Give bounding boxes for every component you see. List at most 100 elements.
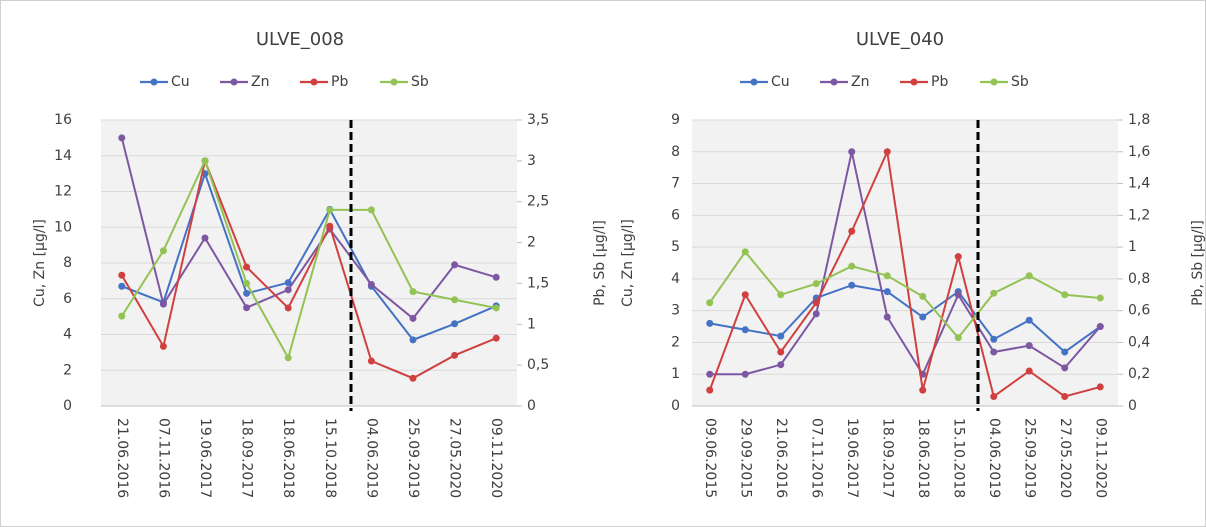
x-tick-label: 07.11.2016 xyxy=(808,418,824,498)
series-line xyxy=(709,151,1102,377)
legend-marker xyxy=(310,78,318,86)
point xyxy=(777,361,785,369)
y2-tick-label: 3,5 xyxy=(527,112,549,128)
y-tick-label: 14 xyxy=(54,148,72,164)
y2-axis-title: Pb, Sb [µg/l] xyxy=(592,220,608,306)
legend-label: Pb xyxy=(331,74,348,90)
y-tick-label: 4 xyxy=(671,271,680,287)
x-tick-label: 21.06.2016 xyxy=(114,418,130,498)
x-tick-label: 15.10.2018 xyxy=(950,418,966,498)
point xyxy=(492,334,500,342)
y-tick-label: 16 xyxy=(54,112,72,128)
point xyxy=(1096,294,1104,302)
point xyxy=(409,314,417,322)
legend-label: Cu xyxy=(171,74,190,90)
y2-tick-label: 0 xyxy=(527,398,536,414)
point xyxy=(159,247,167,255)
x-tick-label: 25.09.2019 xyxy=(1021,418,1037,498)
point xyxy=(201,157,209,165)
series-line xyxy=(120,137,497,320)
point xyxy=(990,348,998,356)
y2-tick-label: 0,2 xyxy=(1128,366,1150,382)
point xyxy=(367,206,375,214)
x-tick-label: 21.06.2016 xyxy=(773,418,789,498)
legend-label: Zn xyxy=(851,74,869,90)
x-tick-label: 27.05.2020 xyxy=(1057,418,1073,498)
point xyxy=(954,291,962,299)
point xyxy=(1096,323,1104,331)
y-axis-title: Cu, Zn [µg/l] xyxy=(32,219,48,307)
series-line xyxy=(121,170,497,342)
y2-tick-label: 1,4 xyxy=(1128,176,1150,192)
legend-marker xyxy=(150,78,158,86)
legend-marker xyxy=(230,78,238,86)
point xyxy=(1025,272,1033,280)
point xyxy=(883,288,891,296)
y-axis-title: Cu, Zn [µg/l] xyxy=(620,219,636,307)
chart-title: ULVE_008 xyxy=(256,29,344,50)
y2-axis-title: Pb, Sb [µg/l] xyxy=(1190,220,1206,306)
point xyxy=(919,313,927,321)
point xyxy=(367,357,375,365)
y-tick-label: 6 xyxy=(671,207,680,223)
point xyxy=(812,280,820,288)
legend-label: Sb xyxy=(411,74,429,90)
point xyxy=(1061,291,1069,299)
x-tick-label: 29.09.2015 xyxy=(737,418,753,498)
y-tick-label: 7 xyxy=(671,176,680,192)
point xyxy=(451,296,459,304)
point xyxy=(243,304,251,312)
point xyxy=(451,320,459,328)
legend-label: Pb xyxy=(931,74,948,90)
legend-marker xyxy=(750,78,758,86)
legend-marker xyxy=(390,78,398,86)
point xyxy=(326,206,334,214)
point xyxy=(409,288,417,296)
point xyxy=(990,335,998,343)
point xyxy=(848,227,856,235)
point xyxy=(883,148,891,156)
y-tick-label: 0 xyxy=(63,398,72,414)
point xyxy=(284,304,292,312)
x-tick-label: 19.06.2017 xyxy=(197,418,213,498)
point xyxy=(367,280,375,288)
point xyxy=(919,292,927,300)
x-tick-label: 18.06.2018 xyxy=(915,418,931,498)
x-tick-label: 19.06.2017 xyxy=(844,418,860,498)
y-tick-label: 8 xyxy=(671,144,680,160)
series-line xyxy=(708,148,1101,399)
y2-tick-label: 0 xyxy=(1128,398,1137,414)
legend-label: Zn xyxy=(251,74,269,90)
point xyxy=(118,134,126,142)
y2-tick-label: 1,2 xyxy=(1128,207,1150,223)
point xyxy=(159,342,167,350)
point xyxy=(706,319,714,327)
point xyxy=(706,386,714,394)
legend-marker xyxy=(910,78,918,86)
point xyxy=(451,261,459,269)
point xyxy=(1061,348,1069,356)
point xyxy=(1061,364,1069,372)
y-tick-label: 5 xyxy=(671,239,680,255)
point xyxy=(954,334,962,342)
y2-tick-label: 0,4 xyxy=(1128,334,1150,350)
point xyxy=(954,253,962,261)
x-tick-label: 04.06.2019 xyxy=(363,418,379,498)
x-tick-label: 18.06.2018 xyxy=(280,418,296,498)
y-tick-label: 9 xyxy=(671,112,680,128)
point xyxy=(159,300,167,308)
point xyxy=(284,354,292,362)
x-tick-label: 09.06.2015 xyxy=(702,418,718,498)
y2-tick-label: 1 xyxy=(527,316,536,332)
point xyxy=(741,291,749,299)
point xyxy=(492,304,500,312)
point xyxy=(848,148,856,156)
point xyxy=(883,313,891,321)
point xyxy=(243,279,251,287)
x-tick-label: 09.11.2020 xyxy=(488,418,504,498)
point xyxy=(326,222,334,230)
point xyxy=(812,310,820,318)
point xyxy=(118,312,126,320)
y-tick-label: 6 xyxy=(63,291,72,307)
y-tick-label: 2 xyxy=(63,362,72,378)
